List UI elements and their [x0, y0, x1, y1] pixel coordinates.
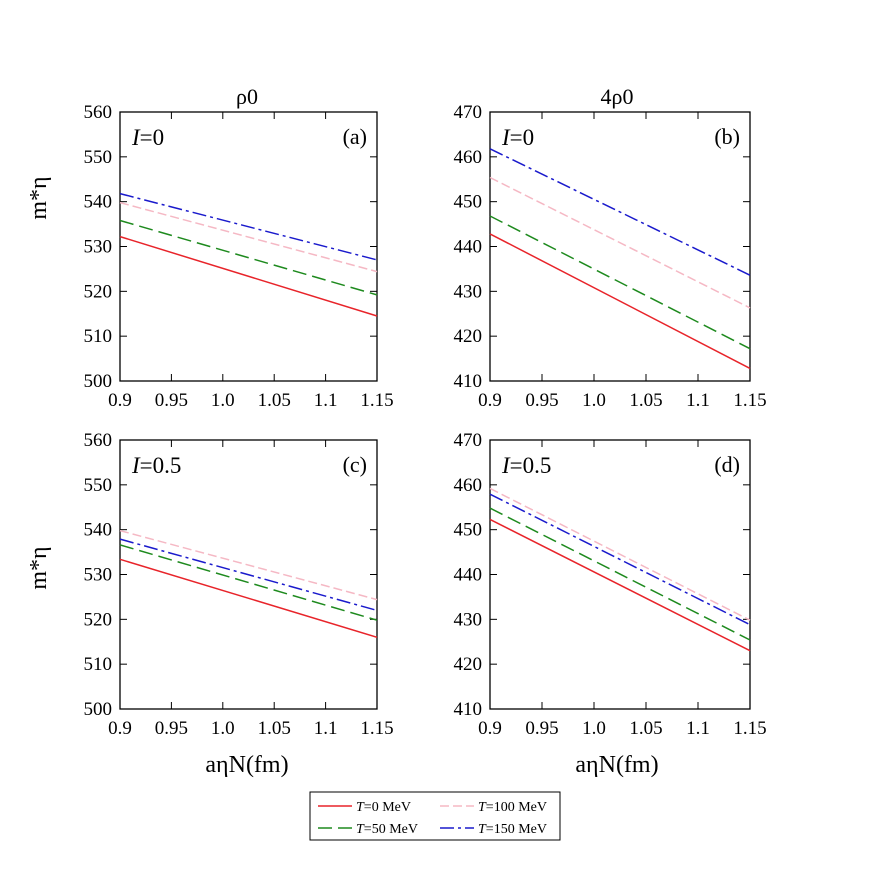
- y-tick-label: 540: [84, 192, 113, 213]
- x-tick-label: 0.95: [155, 718, 188, 739]
- x-tick-label: 1.05: [629, 390, 662, 411]
- y-tick-label: 520: [84, 609, 113, 630]
- y-tick-label: 560: [84, 430, 113, 451]
- y-tick-label: 500: [84, 371, 113, 392]
- series-line-t-150-mev: [489, 148, 751, 276]
- plot-frame: [489, 111, 751, 382]
- series-line-t-150-mev: [119, 192, 378, 261]
- isospin-annotation: I=0: [131, 125, 164, 150]
- series-line-t-50-mev: [119, 219, 378, 296]
- column-title-4rho0: 4ρ0: [601, 84, 634, 109]
- legend: T=0 MeV T=100 MeV T=50 MeV T=150 MeV: [309, 791, 561, 841]
- y-tick-label: 550: [84, 475, 113, 496]
- x-tick-label: 1.15: [733, 390, 766, 411]
- legend-entry-label: T=100 MeV: [478, 800, 547, 815]
- y-tick-label: 440: [454, 565, 483, 586]
- x-tick-label: 1.0: [211, 390, 235, 411]
- y-tick-label: 430: [454, 281, 483, 302]
- xlabel-left: aηN(fm): [205, 752, 288, 778]
- ylabel-bottom: m*η: [26, 546, 52, 589]
- series-line-t-150-mev: [489, 493, 751, 626]
- x-tick-label: 1.05: [258, 390, 291, 411]
- y-tick-label: 460: [454, 147, 483, 168]
- series-line-t-100-mev: [489, 487, 751, 621]
- x-tick-label: 1.05: [258, 718, 291, 739]
- series-line-t-50-mev: [119, 544, 378, 621]
- y-tick-label: 410: [454, 371, 483, 392]
- x-tick-label: 0.95: [155, 390, 188, 411]
- x-tick-label: 1.1: [314, 718, 338, 739]
- panel-tag: (a): [343, 124, 367, 149]
- series-line-t-0-mev: [119, 235, 378, 317]
- y-tick-label: 450: [454, 192, 483, 213]
- series-line-t-0-mev: [489, 518, 751, 652]
- y-tick-label: 420: [454, 326, 483, 347]
- legend-box: [309, 791, 561, 841]
- series-line-t-150-mev: [119, 538, 378, 612]
- y-tick-label: 410: [454, 699, 483, 720]
- panel-3: 410 420 430 440 450 460 470 0.9 0.95 1.0 1.05 1.1 1.…: [454, 430, 767, 739]
- x-tick-label: 1.15: [360, 390, 393, 411]
- series-line-t-0-mev: [489, 233, 751, 370]
- x-tick-label: 1.0: [582, 390, 606, 411]
- x-tick-label: 0.9: [108, 718, 132, 739]
- y-tick-label: 530: [84, 565, 113, 586]
- x-tick-label: 0.95: [525, 718, 558, 739]
- x-tick-label: 1.0: [582, 718, 606, 739]
- series-line-t-100-mev: [489, 176, 751, 309]
- x-tick-label: 1.05: [629, 718, 662, 739]
- y-tick-label: 530: [84, 237, 113, 258]
- x-tick-label: 1.15: [733, 718, 766, 739]
- legend-entry-label: T=0 MeV: [356, 800, 411, 815]
- series-line-t-0-mev: [119, 558, 378, 639]
- x-tick-label: 0.9: [108, 390, 132, 411]
- panel-1: 410 420 430 440 450 460 470 0.9 0.95 1.0 1.05 1.1 1.…: [454, 102, 767, 411]
- panel-0: 500 510 520 530 540 550 560 0.9 0.95 1.0 1.05 1.1 1.…: [84, 102, 394, 411]
- y-tick-label: 510: [84, 654, 113, 675]
- y-tick-label: 450: [454, 520, 483, 541]
- ylabel-top: m*η: [26, 176, 52, 219]
- isospin-annotation: I=0.5: [501, 453, 551, 478]
- y-tick-label: 560: [84, 102, 113, 123]
- panel-tag: (d): [714, 452, 740, 477]
- isospin-annotation: I=0: [501, 125, 534, 150]
- x-tick-label: 1.0: [211, 718, 235, 739]
- y-tick-label: 430: [454, 609, 483, 630]
- series-line-t-100-mev: [119, 529, 378, 601]
- y-tick-label: 460: [454, 475, 483, 496]
- panel-2: 500 510 520 530 540 550 560 0.9 0.95 1.0 1.05 1.1 1.…: [84, 430, 394, 739]
- series-line-t-50-mev: [489, 507, 751, 641]
- y-tick-label: 540: [84, 520, 113, 541]
- plot-frame: [119, 111, 378, 382]
- x-tick-label: 1.1: [686, 718, 710, 739]
- y-tick-label: 470: [454, 430, 483, 451]
- y-tick-label: 420: [454, 654, 483, 675]
- x-tick-label: 0.95: [525, 390, 558, 411]
- y-tick-label: 510: [84, 326, 113, 347]
- x-tick-label: 1.15: [360, 718, 393, 739]
- column-title-rho0: ρ0: [236, 84, 258, 109]
- panel-tag: (b): [714, 124, 740, 149]
- y-tick-label: 500: [84, 699, 113, 720]
- legend-entry-label: T=150 MeV: [478, 822, 547, 837]
- series-line-t-100-mev: [119, 201, 378, 273]
- panels: 500 510 520 530 540 550 560 0.9 0.95 1.0 1.05 1.1 1.…: [84, 102, 767, 739]
- x-tick-label: 0.9: [478, 718, 502, 739]
- y-tick-label: 440: [454, 237, 483, 258]
- series-line-t-50-mev: [489, 215, 751, 350]
- x-tick-label: 1.1: [686, 390, 710, 411]
- y-tick-label: 550: [84, 147, 113, 168]
- xlabel-right: aηN(fm): [575, 752, 658, 778]
- panel-tag: (c): [343, 452, 367, 477]
- y-tick-label: 520: [84, 281, 113, 302]
- x-tick-label: 0.9: [478, 390, 502, 411]
- x-tick-label: 1.1: [314, 390, 338, 411]
- legend-entry-label: T=50 MeV: [356, 822, 418, 837]
- isospin-annotation: I=0.5: [131, 453, 181, 478]
- y-tick-label: 470: [454, 102, 483, 123]
